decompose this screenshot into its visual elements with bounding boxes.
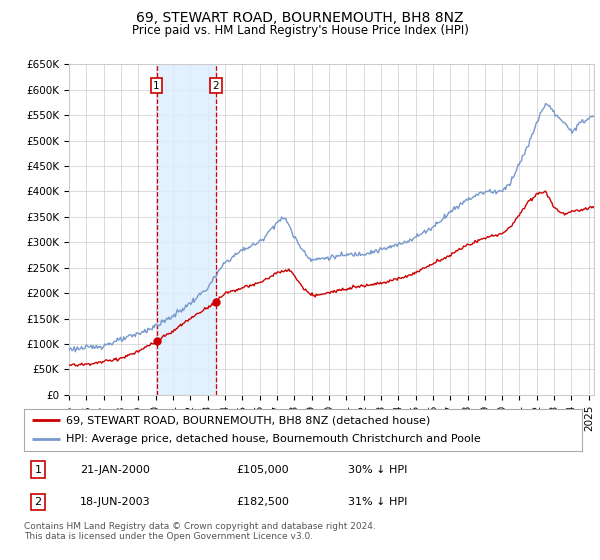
Bar [157,64,215,395]
Text: £105,000: £105,000 [236,465,289,475]
Text: £182,500: £182,500 [236,497,289,507]
Text: Contains HM Land Registry data © Crown copyright and database right 2024.
This d: Contains HM Land Registry data © Crown c… [24,522,376,542]
Text: 30% ↓ HPI: 30% ↓ HPI [347,465,407,475]
Text: 1: 1 [34,465,41,475]
Text: 69, STEWART ROAD, BOURNEMOUTH, BH8 8NZ (detached house): 69, STEWART ROAD, BOURNEMOUTH, BH8 8NZ (… [66,415,430,425]
Text: 2: 2 [34,497,41,507]
Text: 1: 1 [153,81,160,91]
Text: 21-JAN-2000: 21-JAN-2000 [80,465,149,475]
Text: 2: 2 [212,81,219,91]
Text: 69, STEWART ROAD, BOURNEMOUTH, BH8 8NZ: 69, STEWART ROAD, BOURNEMOUTH, BH8 8NZ [136,11,464,25]
Text: Price paid vs. HM Land Registry's House Price Index (HPI): Price paid vs. HM Land Registry's House … [131,24,469,36]
Text: HPI: Average price, detached house, Bournemouth Christchurch and Poole: HPI: Average price, detached house, Bour… [66,435,481,445]
Text: 31% ↓ HPI: 31% ↓ HPI [347,497,407,507]
Text: 18-JUN-2003: 18-JUN-2003 [80,497,151,507]
